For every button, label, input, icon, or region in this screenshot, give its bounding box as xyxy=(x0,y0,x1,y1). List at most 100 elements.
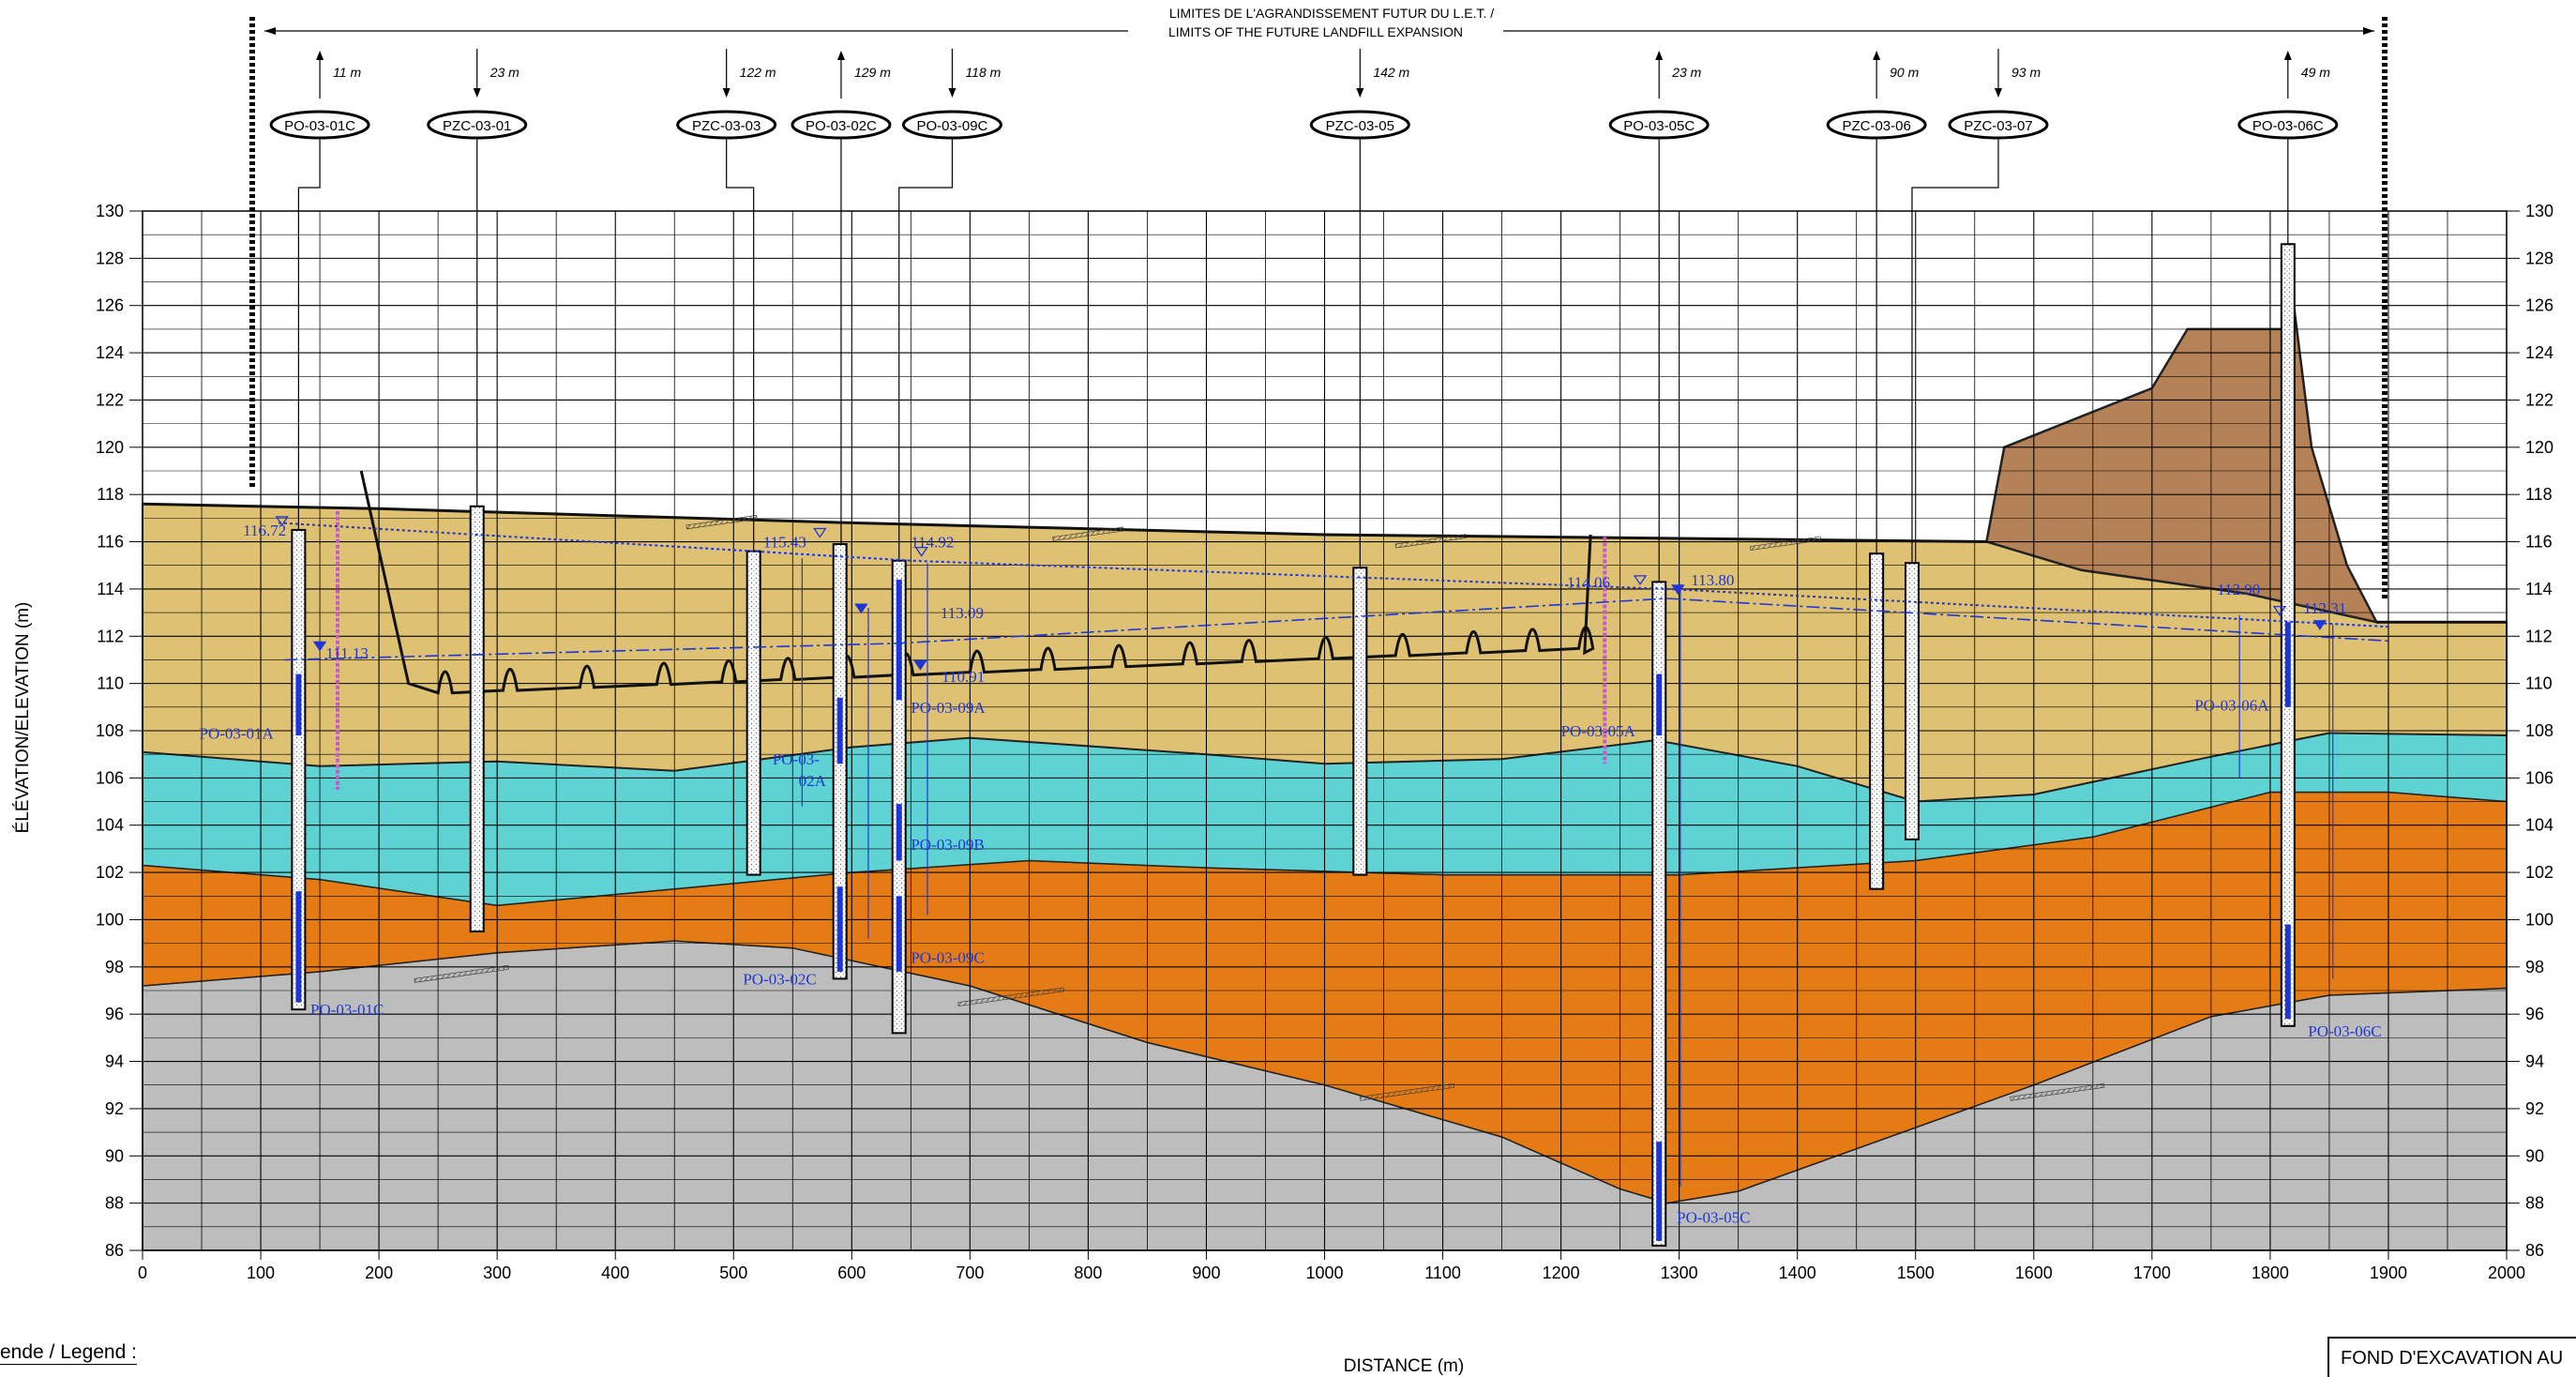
well-screen xyxy=(896,804,902,861)
y-tick-label: 110 xyxy=(2525,674,2553,693)
water-level-value: 113.80 xyxy=(1691,571,1734,589)
borehole-offset: 122 m xyxy=(740,65,776,80)
x-tick-label: 1400 xyxy=(1779,1264,1816,1282)
well-screen xyxy=(896,896,902,972)
water-level-value: 114.92 xyxy=(911,534,954,552)
water-level-marker xyxy=(1671,584,1685,596)
x-tick-label: 1900 xyxy=(2370,1264,2407,1282)
y-tick-label: 124 xyxy=(96,343,124,362)
water-level-marker xyxy=(854,603,868,614)
water-level-marker xyxy=(312,641,327,652)
x-tick-label: 800 xyxy=(1074,1264,1102,1282)
borehole-pipe xyxy=(746,550,761,876)
x-tick-label: 1200 xyxy=(1543,1264,1580,1282)
x-tick-label: 600 xyxy=(837,1264,866,1282)
y-tick-label: 106 xyxy=(2525,768,2553,787)
x-tick-label: 1000 xyxy=(1305,1264,1343,1282)
water-level-value: 112.90 xyxy=(2217,581,2260,598)
borehole-offset: 118 m xyxy=(965,65,1001,80)
boreholes: PO-03-01C 11 m PZC-03-01 23 m PZC-03-03 122 m… xyxy=(269,49,2339,1247)
borehole-offset: 129 m xyxy=(854,65,891,80)
y-tick-label: 114 xyxy=(2525,580,2553,598)
y-tick-label: 96 xyxy=(2525,1005,2544,1023)
y-tick-label: 130 xyxy=(2525,202,2553,220)
borehole-pipe xyxy=(291,528,307,1011)
y-tick-label: 120 xyxy=(96,438,124,457)
water-level-value: 110.91 xyxy=(942,668,985,686)
y-tick-label: 122 xyxy=(96,390,124,409)
y-tick-label: 86 xyxy=(2525,1241,2544,1260)
limits-label-en: LIMITS OF THE FUTURE LANDFILL EXPANSION xyxy=(1168,24,1463,39)
water-levels: 116.72 111.13 115.43 114.92 113.09 110.91 114.… xyxy=(243,516,2388,686)
borehole-pipe xyxy=(469,505,485,933)
borehole-label: PZC-03-07 xyxy=(1964,118,2032,134)
y-tick-label: 100 xyxy=(96,910,124,929)
y-tick-label: 122 xyxy=(2525,390,2553,409)
ground-surface-line xyxy=(142,502,1987,543)
x-tick-label: 700 xyxy=(956,1264,984,1282)
borehole: PO-03-01C 11 m xyxy=(269,51,370,1011)
borehole-label: PZC-03-03 xyxy=(692,118,761,134)
borehole-offset: 23 m xyxy=(1671,65,1701,80)
x-axis-label: DISTANCE (m) xyxy=(1344,1356,1464,1376)
borehole-pipe xyxy=(1651,581,1667,1247)
limits-label-fr: LIMITES DE L'AGRANDISSEMENT FUTUR DU L.E… xyxy=(1169,6,1494,21)
water-level-marker xyxy=(2312,620,2327,630)
x-tick-label: 200 xyxy=(365,1264,393,1282)
well-label: PO-03-05C xyxy=(1677,1209,1750,1227)
water-level-marker xyxy=(914,547,928,557)
y-tick-label: 88 xyxy=(105,1194,124,1213)
well-label: PO-03- xyxy=(773,750,820,768)
y-tick-label: 106 xyxy=(96,768,124,787)
y-tick-label: 92 xyxy=(2525,1099,2544,1118)
y-tick-label: 124 xyxy=(2525,343,2553,362)
y-tick-label: 86 xyxy=(105,1241,124,1260)
borehole-offset: 49 m xyxy=(2301,65,2330,80)
y-tick-label: 104 xyxy=(96,816,124,835)
water-level-value: 116.72 xyxy=(243,522,286,539)
x-tick-label: 1700 xyxy=(2133,1264,2171,1282)
water-level-marker xyxy=(2272,605,2287,616)
water-level-value: 112.31 xyxy=(2303,599,2346,617)
borehole-label: PO-03-01C xyxy=(284,118,355,134)
y-tick-label: 114 xyxy=(97,580,124,598)
x-tick-labels: 0 100 200 300 400 500 600 700 800 900 1000 1100 1200… xyxy=(138,1250,2525,1282)
water-level-marker xyxy=(1633,575,1648,586)
grid-lines xyxy=(142,210,2508,1251)
y-tick-label: 126 xyxy=(96,296,124,315)
well-screen xyxy=(2284,924,2291,1020)
x-tick-label: 1100 xyxy=(1424,1264,1461,1282)
well-labels: PO-03-01A PO-03-01C PO-03- 02A PO-03-02C PO-0… xyxy=(200,696,2382,1226)
x-tick-label: 500 xyxy=(719,1264,747,1282)
y-tick-label: 116 xyxy=(97,533,124,552)
borehole-pipe xyxy=(1904,562,1920,840)
y-tick-label: 90 xyxy=(105,1146,124,1165)
well-screen xyxy=(295,891,302,1003)
well-label: PO-03-02C xyxy=(743,970,816,988)
y-tick-label: 94 xyxy=(2525,1052,2544,1071)
borehole: PO-03-05C 23 m xyxy=(1608,51,1710,1247)
borehole: PZC-03-03 122 m xyxy=(676,49,777,876)
well-label: PO-03-05A xyxy=(1561,722,1636,740)
x-tick-label: 400 xyxy=(601,1264,629,1282)
borehole-offset: 93 m xyxy=(2011,65,2041,80)
x-tick-label: 1500 xyxy=(1897,1264,1935,1282)
well-label: PO-03-09A xyxy=(911,699,986,717)
y-tick-label: 112 xyxy=(2525,627,2553,645)
borehole: PZC-03-05 142 m xyxy=(1309,49,1410,876)
water-level-value: 115.43 xyxy=(763,534,806,552)
borehole-label: PO-03-05C xyxy=(1623,118,1695,134)
water-level-marker xyxy=(913,659,927,671)
x-tick-label: 100 xyxy=(247,1264,275,1282)
y-tick-label: 130 xyxy=(96,202,124,220)
well-label: PO-03-06A xyxy=(2194,696,2269,714)
well-label: PO-03-09C xyxy=(911,949,984,967)
y-tick-label: 108 xyxy=(96,721,124,740)
borehole-label: PZC-03-05 xyxy=(1326,118,1394,134)
well-screen xyxy=(836,697,843,764)
landfill-limits: LIMITES DE L'AGRANDISSEMENT FUTUR DU L.E… xyxy=(249,6,2388,600)
well-label: 02A xyxy=(799,772,827,790)
borehole-pipe xyxy=(1352,567,1368,876)
borehole-offset: 11 m xyxy=(333,65,361,80)
borehole-label: PZC-03-01 xyxy=(443,118,511,134)
